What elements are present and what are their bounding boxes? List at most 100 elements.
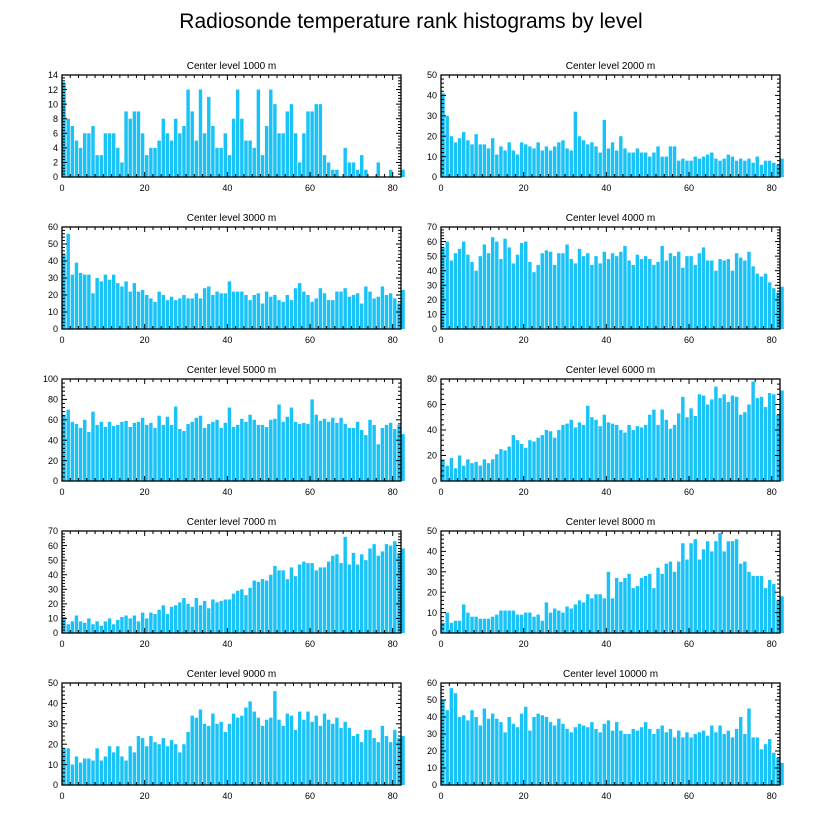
histogram-bar xyxy=(507,717,511,785)
histogram-bar xyxy=(677,251,681,329)
x-tick-label: 40 xyxy=(222,183,232,193)
histogram-bar xyxy=(223,293,228,329)
histogram-bar xyxy=(565,423,569,482)
histogram-bar xyxy=(524,706,528,785)
histogram-bar xyxy=(685,256,689,329)
histogram-bar xyxy=(256,717,261,785)
histogram-bar xyxy=(635,254,640,329)
histogram-bar xyxy=(598,426,602,481)
histogram-bar xyxy=(169,424,174,481)
histogram-bar xyxy=(780,286,784,329)
histogram-bar xyxy=(277,300,281,329)
histogram-bar xyxy=(281,421,285,481)
histogram-bar xyxy=(503,450,507,481)
histogram-bar xyxy=(755,575,759,633)
histogram-bar xyxy=(310,721,314,785)
histogram-bar xyxy=(318,725,323,785)
histogram-bar xyxy=(594,419,598,481)
histogram-bar xyxy=(743,734,747,785)
histogram-bar xyxy=(664,156,669,177)
histogram-bar xyxy=(577,422,582,481)
histogram-bar xyxy=(190,606,194,633)
histogram-bar xyxy=(314,104,318,177)
y-tick-label: 80 xyxy=(48,395,58,405)
histogram-bar xyxy=(602,598,607,633)
histogram-bar xyxy=(441,459,445,481)
x-tick-label: 80 xyxy=(767,639,777,649)
histogram-bar xyxy=(619,251,623,329)
histogram-bar xyxy=(664,563,669,633)
histogram-bar xyxy=(726,154,731,177)
histogram-bar xyxy=(231,426,236,481)
histogram-bar xyxy=(726,401,731,481)
histogram-bar xyxy=(569,608,573,633)
x-tick-label: 0 xyxy=(59,639,64,649)
histogram-bar xyxy=(710,260,714,329)
histogram-bar xyxy=(648,414,652,481)
histogram-bar xyxy=(223,599,228,633)
histogram-bar xyxy=(364,435,368,481)
histogram-bar xyxy=(747,251,751,329)
histogram-bar xyxy=(211,599,215,633)
y-tick-label: 20 xyxy=(427,746,437,756)
histogram-bar xyxy=(186,603,190,633)
y-tick-label: 30 xyxy=(427,280,437,290)
histogram-bar xyxy=(74,262,79,329)
histogram-bar xyxy=(714,541,718,633)
histogram-bar xyxy=(569,732,573,785)
histogram-bar xyxy=(343,536,347,633)
histogram-bar xyxy=(252,580,256,633)
histogram-bar xyxy=(573,604,578,633)
y-tick-label: 40 xyxy=(48,435,58,445)
histogram-bar xyxy=(515,154,520,177)
histogram-bar xyxy=(619,136,623,177)
panel-title: Center level 9000 m xyxy=(187,669,277,680)
histogram-bar xyxy=(157,291,161,329)
x-tick-label: 40 xyxy=(601,183,611,193)
histogram-bar xyxy=(145,295,149,329)
histogram-bar xyxy=(689,160,693,177)
histogram-panel: Center level 8000 m 0 20 40 60 80 0 10 20 30 40 50 xyxy=(427,517,784,649)
histogram-bar xyxy=(544,717,549,785)
histogram-bar xyxy=(273,104,277,177)
histogram-bar xyxy=(252,295,256,329)
histogram-bar xyxy=(351,552,356,633)
histogram-bar xyxy=(277,404,281,481)
histogram-bar xyxy=(364,169,368,177)
histogram-bar xyxy=(376,742,380,785)
histogram-bar xyxy=(140,133,145,177)
histogram-bar xyxy=(248,414,252,481)
histogram-bar xyxy=(581,256,586,329)
histogram-bar xyxy=(743,412,747,481)
histogram-bar xyxy=(256,582,261,633)
histogram-bar xyxy=(718,533,722,633)
histogram-bar xyxy=(767,160,772,177)
x-tick-label: 80 xyxy=(388,639,398,649)
histogram-bar xyxy=(227,155,232,177)
y-tick-label: 0 xyxy=(53,324,58,334)
histogram-bar xyxy=(594,594,598,633)
histogram-bar xyxy=(360,554,364,633)
histogram-bar xyxy=(557,610,561,633)
histogram-bar xyxy=(561,140,565,177)
histogram-bar xyxy=(569,419,573,481)
histogram-bar xyxy=(705,154,710,177)
histogram-bar xyxy=(710,152,714,177)
histogram-bar xyxy=(648,156,652,177)
histogram-bar xyxy=(486,253,491,329)
histogram-bar xyxy=(248,701,252,785)
histogram-bar xyxy=(631,152,635,177)
histogram-bar xyxy=(157,744,161,785)
histogram-bar xyxy=(202,133,207,177)
histogram-bar xyxy=(190,421,194,481)
histogram-bar xyxy=(548,722,553,785)
histogram-bar xyxy=(507,247,511,329)
histogram-bar xyxy=(322,293,327,329)
histogram-bar xyxy=(581,424,586,481)
histogram-bar xyxy=(751,737,755,785)
histogram-bar xyxy=(388,545,393,633)
histogram-bar xyxy=(730,156,735,177)
histogram-bar xyxy=(364,560,368,633)
histogram-bar xyxy=(747,571,751,633)
histogram-bar xyxy=(565,148,569,177)
